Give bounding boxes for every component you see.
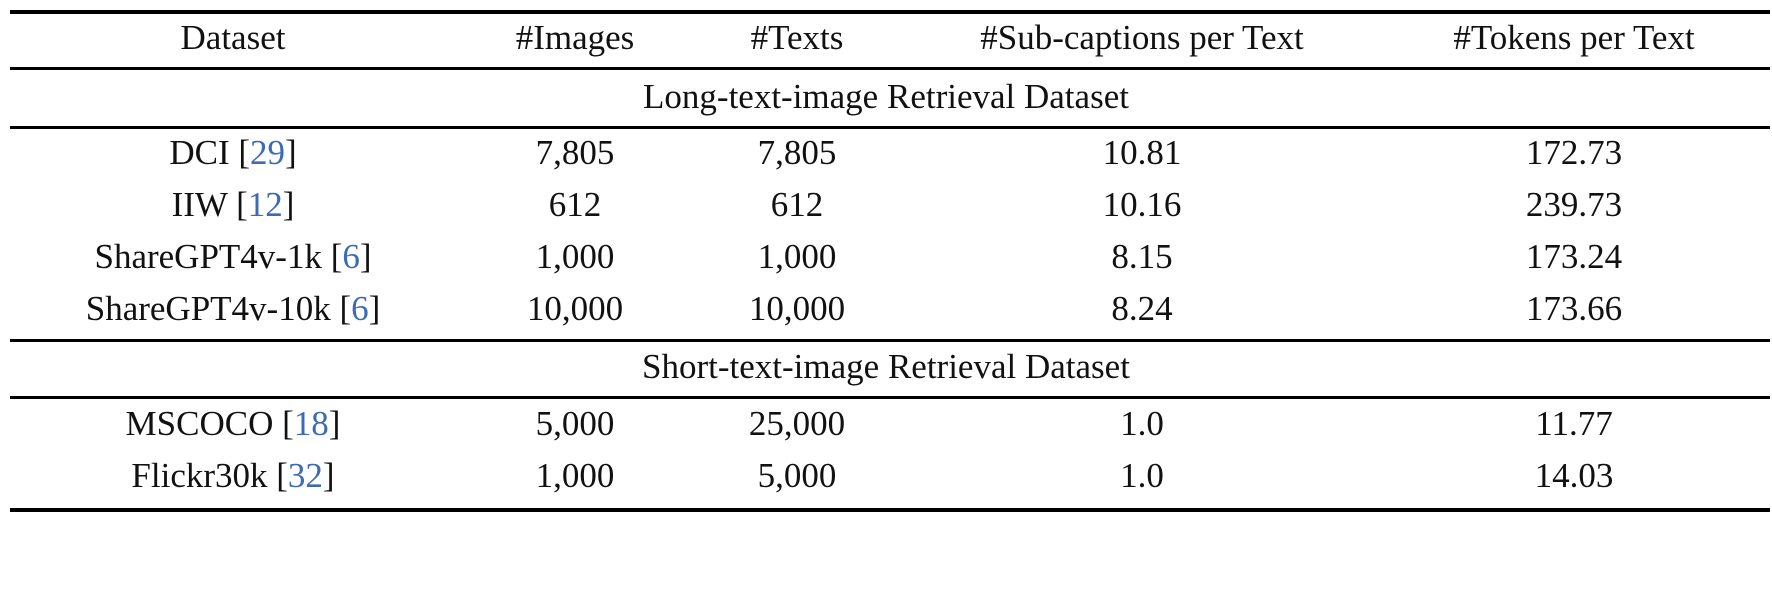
citation-link[interactable]: 29 bbox=[250, 133, 286, 172]
tokens-value: 173.24 bbox=[1525, 237, 1623, 276]
citation-link[interactable]: 6 bbox=[342, 237, 360, 276]
bottom-rule bbox=[10, 508, 1770, 512]
subcaptions-value: 1.0 bbox=[1120, 404, 1164, 443]
tokens-value: 239.73 bbox=[1525, 185, 1623, 224]
dataset-name: Flickr30k bbox=[131, 456, 268, 495]
texts-value: 612 bbox=[770, 185, 824, 224]
images-value: 7,805 bbox=[535, 133, 615, 172]
header-texts: #Texts bbox=[750, 18, 844, 57]
header-subcaptions: #Sub-captions per Text bbox=[980, 18, 1304, 57]
texts-value: 10,000 bbox=[748, 289, 846, 328]
dataset-name-cell: ShareGPT4v-10k [6] bbox=[85, 289, 381, 328]
table-row: IIW [12] 612 612 10.16 239.73 bbox=[0, 179, 1772, 231]
section-separator-rule bbox=[10, 339, 1770, 342]
subcaptions-value: 8.24 bbox=[1111, 289, 1173, 328]
citation-link[interactable]: 32 bbox=[287, 456, 323, 495]
dataset-name-cell: DCI [29] bbox=[169, 133, 297, 172]
texts-value: 5,000 bbox=[757, 456, 837, 495]
images-value: 612 bbox=[548, 185, 602, 224]
dataset-name: MSCOCO bbox=[125, 404, 274, 443]
tokens-value: 14.03 bbox=[1534, 456, 1614, 495]
header-dataset: Dataset bbox=[180, 18, 286, 57]
section-rule-long bbox=[10, 126, 1770, 129]
header-row: Dataset #Images #Texts #Sub-captions per… bbox=[0, 12, 1772, 64]
table-row: Flickr30k [32] 1,000 5,000 1.0 14.03 bbox=[0, 450, 1772, 502]
dataset-name-cell: MSCOCO [18] bbox=[125, 404, 341, 443]
citation-link[interactable]: 6 bbox=[351, 289, 369, 328]
images-value: 10,000 bbox=[526, 289, 624, 328]
subcaptions-value: 8.15 bbox=[1111, 237, 1173, 276]
subcaptions-value: 10.81 bbox=[1102, 133, 1182, 172]
section-title-short: Short-text-image Retrieval Dataset bbox=[642, 347, 1130, 386]
tokens-value: 11.77 bbox=[1535, 404, 1613, 443]
images-value: 1,000 bbox=[535, 456, 615, 495]
header-images: #Images bbox=[515, 18, 635, 57]
citation-link[interactable]: 18 bbox=[293, 404, 329, 443]
texts-value: 7,805 bbox=[757, 133, 837, 172]
table-row: ShareGPT4v-10k [6] 10,000 10,000 8.24 17… bbox=[0, 283, 1772, 335]
section-rule-short bbox=[10, 396, 1770, 399]
dataset-name: ShareGPT4v-1k bbox=[94, 237, 322, 276]
dataset-name-cell: Flickr30k [32] bbox=[131, 456, 335, 495]
header-tokens: #Tokens per Text bbox=[1453, 18, 1695, 57]
dataset-name-cell: IIW [12] bbox=[171, 185, 295, 224]
table-row: DCI [29] 7,805 7,805 10.81 172.73 bbox=[0, 127, 1772, 179]
subcaptions-value: 1.0 bbox=[1120, 456, 1164, 495]
top-rule bbox=[10, 10, 1770, 14]
dataset-name-cell: ShareGPT4v-1k [6] bbox=[94, 237, 372, 276]
header-rule bbox=[10, 67, 1770, 70]
dataset-name: ShareGPT4v-10k bbox=[85, 289, 331, 328]
tokens-value: 173.66 bbox=[1525, 289, 1623, 328]
images-value: 5,000 bbox=[535, 404, 615, 443]
texts-value: 1,000 bbox=[757, 237, 837, 276]
table-row: MSCOCO [18] 5,000 25,000 1.0 11.77 bbox=[0, 398, 1772, 450]
dataset-name: IIW bbox=[171, 185, 228, 224]
citation-link[interactable]: 12 bbox=[247, 185, 283, 224]
dataset-name: DCI bbox=[169, 133, 230, 172]
table-row: ShareGPT4v-1k [6] 1,000 1,000 8.15 173.2… bbox=[0, 231, 1772, 283]
section-title-long: Long-text-image Retrieval Dataset bbox=[643, 77, 1129, 116]
tokens-value: 172.73 bbox=[1525, 133, 1623, 172]
subcaptions-value: 10.16 bbox=[1102, 185, 1182, 224]
texts-value: 25,000 bbox=[748, 404, 846, 443]
images-value: 1,000 bbox=[535, 237, 615, 276]
